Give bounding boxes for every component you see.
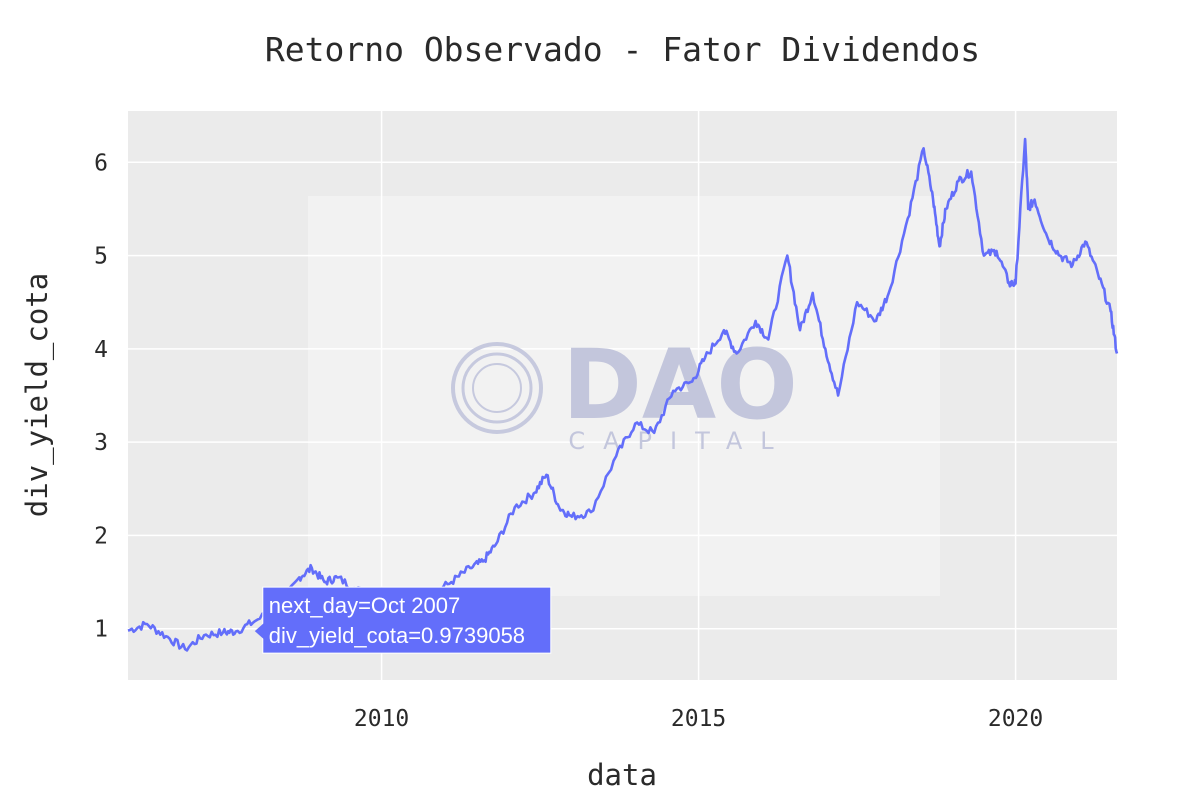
y-tick-label: 5 <box>94 244 108 270</box>
watermark-logo: DAO CAPITAL <box>451 329 798 455</box>
y-tick-label: 3 <box>94 430 108 456</box>
x-tick-label: 2020 <box>988 706 1043 732</box>
watermark-main-text: DAO <box>562 329 798 441</box>
y-tick-label: 1 <box>94 617 108 643</box>
tooltip-line-1: next_day=Oct 2007 <box>269 593 460 618</box>
watermark-panel <box>308 196 940 596</box>
watermark-ring-inner <box>461 352 533 424</box>
x-tick-label: 2015 <box>671 706 726 732</box>
watermark-ring-core <box>472 363 522 413</box>
watermark-ring-outer <box>451 342 543 434</box>
x-axis-ticks: 2010 2015 2020 <box>354 706 1043 732</box>
series-layer <box>127 137 1119 652</box>
y-tick-label: 6 <box>94 150 108 176</box>
tooltip-line-2: div_yield_cota=0.9739058 <box>269 623 525 648</box>
tooltip-box <box>262 586 552 654</box>
chart-title: Retorno Observado - Fator Dividendos <box>264 30 981 69</box>
x-axis-label: data <box>587 758 657 792</box>
y-tick-label: 4 <box>94 337 108 363</box>
series-line[interactable] <box>127 137 1119 652</box>
hover-tooltip: next_day=Oct 2007 div_yield_cota=0.97390… <box>254 586 552 654</box>
watermark-sub-text: CAPITAL <box>568 427 791 455</box>
tooltip-arrow <box>254 623 264 640</box>
x-tick-label: 2010 <box>354 706 409 732</box>
y-axis-ticks: 1 2 3 4 5 6 <box>94 150 108 642</box>
y-tick-label: 2 <box>94 523 108 549</box>
